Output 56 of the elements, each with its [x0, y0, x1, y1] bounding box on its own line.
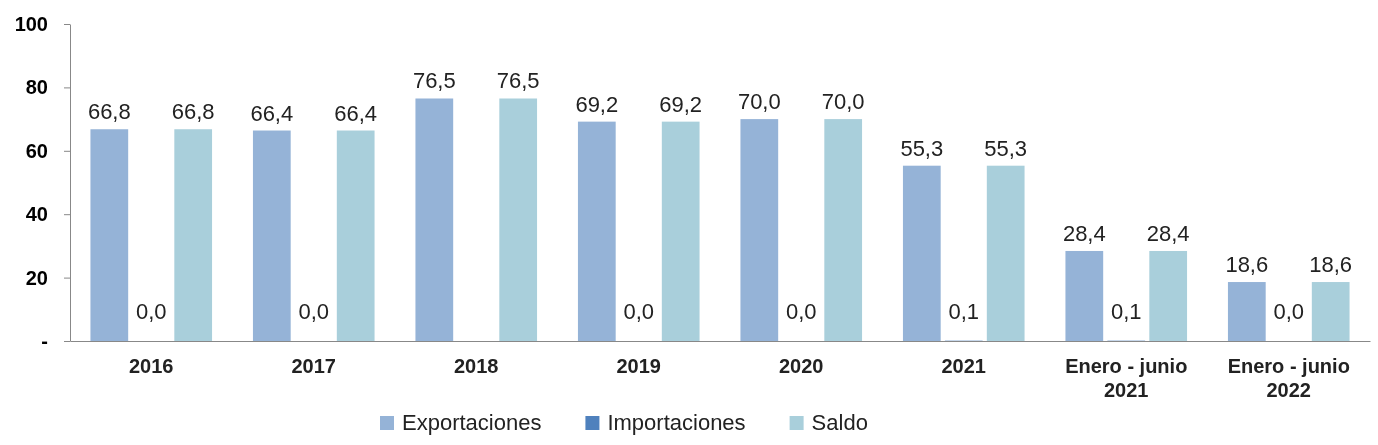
bar	[824, 119, 863, 341]
data-label: 0,0	[623, 299, 655, 324]
bar	[577, 121, 616, 341]
data-label: 69,2	[575, 91, 619, 117]
x-tick-label: 2018	[454, 355, 499, 377]
bar	[1149, 250, 1188, 341]
data-label: 18,6	[1225, 252, 1269, 278]
data-label: 55,3	[900, 135, 944, 161]
bar	[90, 129, 129, 341]
legend-label: Exportaciones	[402, 410, 542, 435]
data-label: 69,2	[659, 91, 703, 117]
bar	[1311, 282, 1350, 341]
bar	[174, 129, 213, 341]
x-tick-label: 2020	[779, 355, 824, 377]
data-label: 0,0	[135, 299, 167, 324]
bar	[336, 130, 375, 341]
y-tick-label: 80	[25, 76, 48, 99]
y-tick-label: 60	[25, 139, 48, 162]
data-label: 66,4	[334, 100, 378, 126]
bar	[252, 130, 291, 341]
data-label: 18,6	[1309, 252, 1353, 278]
x-tick-label: 2017	[291, 355, 336, 377]
data-label: 66,8	[87, 99, 131, 125]
x-tick-label: 2021	[941, 355, 986, 377]
data-label: 55,3	[984, 135, 1028, 161]
data-label: 0,1	[948, 298, 980, 324]
data-label: 0,0	[298, 299, 330, 324]
bar	[499, 98, 538, 341]
data-label: 28,4	[1062, 220, 1106, 246]
legend-label: Importaciones	[607, 410, 746, 435]
data-label: 66,4	[250, 100, 294, 126]
y-tick-label: 40	[25, 203, 48, 226]
data-label: 76,5	[412, 68, 456, 94]
data-label: 70,0	[737, 89, 781, 115]
data-label: 0,1	[1110, 298, 1142, 324]
bar	[740, 119, 779, 341]
data-label: 0,0	[785, 299, 817, 324]
x-tick-label: Enero - junio 2021	[1065, 355, 1188, 401]
legend-label: Saldo	[811, 410, 868, 435]
bar	[986, 165, 1025, 341]
data-label: 70,0	[821, 89, 865, 115]
data-label: 66,8	[171, 99, 215, 125]
data-label: 0,0	[1273, 299, 1305, 324]
y-tick-label: 100	[14, 12, 48, 35]
x-tick-label: 2016	[129, 355, 174, 377]
data-label: 76,5	[496, 68, 540, 94]
y-tick-label: 20	[25, 266, 48, 289]
bar	[1227, 282, 1266, 341]
bar	[661, 121, 700, 341]
bar	[902, 165, 941, 341]
y-tick-label: -	[41, 329, 48, 352]
bar	[1065, 250, 1104, 341]
x-tick-label: Enero - junio 2022	[1227, 355, 1350, 401]
bar	[415, 98, 454, 341]
x-tick-label: 2019	[616, 355, 661, 377]
data-label: 28,4	[1146, 220, 1190, 246]
